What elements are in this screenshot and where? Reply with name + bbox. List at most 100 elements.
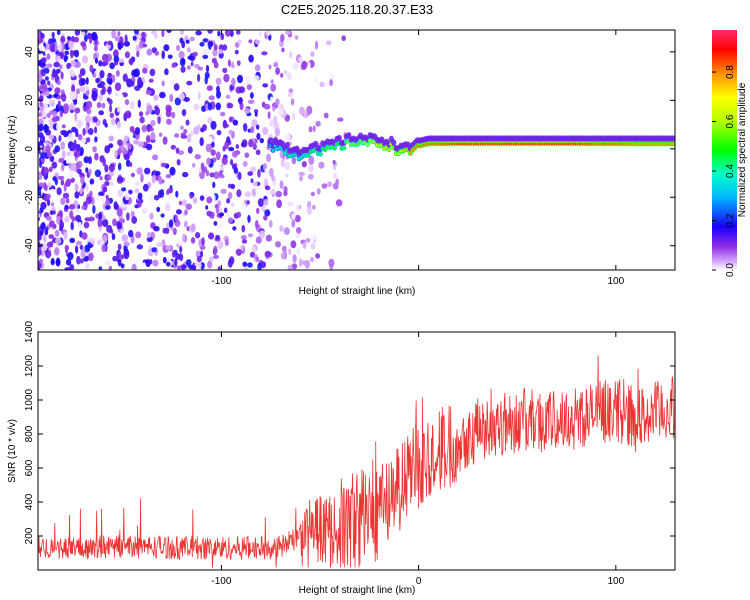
noise-blob (264, 209, 271, 217)
noise-blob (270, 83, 277, 92)
noise-blob (104, 260, 111, 266)
noise-blob (264, 167, 269, 177)
noise-blob (81, 232, 88, 240)
snr-x-tick-label: 0 (416, 576, 422, 587)
noise-blob (80, 78, 86, 86)
noise-blob (328, 258, 335, 268)
noise-blob (109, 104, 113, 113)
noise-blob (71, 126, 77, 133)
noise-blob (57, 175, 65, 180)
noise-blob (299, 175, 304, 182)
noise-blob (75, 208, 80, 213)
noise-blob (176, 159, 181, 166)
noise-blob (129, 101, 135, 109)
noise-blob (68, 40, 75, 50)
noise-blob (263, 215, 268, 221)
colorbar-gradient (712, 30, 737, 270)
noise-blob (250, 126, 255, 134)
noise-blob (134, 181, 141, 187)
noise-blob (165, 245, 172, 250)
noise-blob (176, 44, 181, 52)
noise-blob (108, 265, 113, 270)
noise-blob (48, 220, 55, 228)
noise-blob (153, 32, 158, 39)
noise-blob (164, 68, 169, 76)
noise-blob (137, 99, 141, 108)
noise-blob (223, 123, 229, 128)
noise-blob (186, 47, 191, 53)
noise-blob (142, 207, 148, 214)
noise-blob (83, 256, 89, 262)
noise-blob (170, 226, 175, 231)
noise-blob (112, 74, 116, 83)
noise-blob (269, 43, 276, 50)
noise-blob (272, 106, 276, 112)
noise-blob (240, 142, 246, 148)
noise-blob (287, 264, 293, 270)
noise-blob (60, 35, 66, 44)
noise-blob (107, 72, 112, 78)
noise-blob (255, 256, 260, 262)
noise-blob (267, 111, 271, 119)
noise-blob (225, 94, 231, 99)
noise-blob (265, 30, 271, 37)
noise-blob (241, 224, 246, 233)
noise-blob (54, 247, 60, 256)
noise-blob (189, 36, 195, 42)
ridge-core (318, 152, 322, 156)
noise-blob (264, 185, 271, 191)
noise-blob (283, 227, 290, 236)
noise-blob (266, 190, 270, 197)
noise-blob (89, 178, 95, 185)
noise-blob (56, 30, 61, 36)
ridge-core (408, 152, 412, 155)
noise-blob (98, 94, 103, 102)
noise-blob (257, 198, 264, 207)
noise-blob (76, 160, 83, 168)
noise-blob (276, 199, 282, 209)
noise-blob (145, 90, 152, 95)
noise-blob (86, 237, 94, 243)
noise-blob (39, 85, 46, 90)
noise-blob (177, 241, 183, 246)
noise-blob (182, 233, 186, 242)
noise-blob (213, 245, 218, 255)
noise-blob (171, 62, 177, 68)
noise-blob (198, 262, 202, 269)
noise-blob (259, 138, 264, 144)
noise-blob (96, 193, 100, 201)
noise-blob (85, 77, 89, 85)
noise-blob (106, 224, 113, 233)
noise-blob (314, 77, 318, 84)
noise-blob (244, 267, 248, 270)
noise-blob (277, 109, 284, 116)
noise-blob (60, 179, 65, 186)
noise-blob (129, 126, 135, 133)
noise-blob (153, 194, 160, 201)
noise-blob (113, 201, 118, 210)
noise-blob (193, 126, 200, 135)
colorbar-label: Normalized spectral amplitude (737, 82, 748, 217)
noise-blob (250, 166, 257, 173)
noise-blob (50, 259, 55, 266)
noise-blob (60, 129, 67, 136)
noise-blob (122, 73, 128, 82)
noise-blob (160, 162, 167, 168)
noise-blob (56, 257, 61, 266)
noise-blob (223, 207, 228, 214)
noise-blob (59, 218, 63, 228)
noise-blob (232, 226, 237, 231)
noise-blob (275, 98, 280, 106)
noise-blob (117, 258, 122, 267)
snr-y-tick-label: 400 (24, 493, 35, 510)
noise-blob (227, 217, 234, 224)
noise-blob (279, 180, 284, 190)
noise-blob (63, 231, 68, 241)
noise-blob (69, 210, 74, 219)
noise-blob (217, 223, 223, 228)
noise-blob (215, 234, 221, 240)
noise-blob (275, 67, 280, 75)
noise-blob (206, 136, 213, 144)
noise-blob (265, 234, 272, 242)
noise-blob (162, 136, 168, 145)
